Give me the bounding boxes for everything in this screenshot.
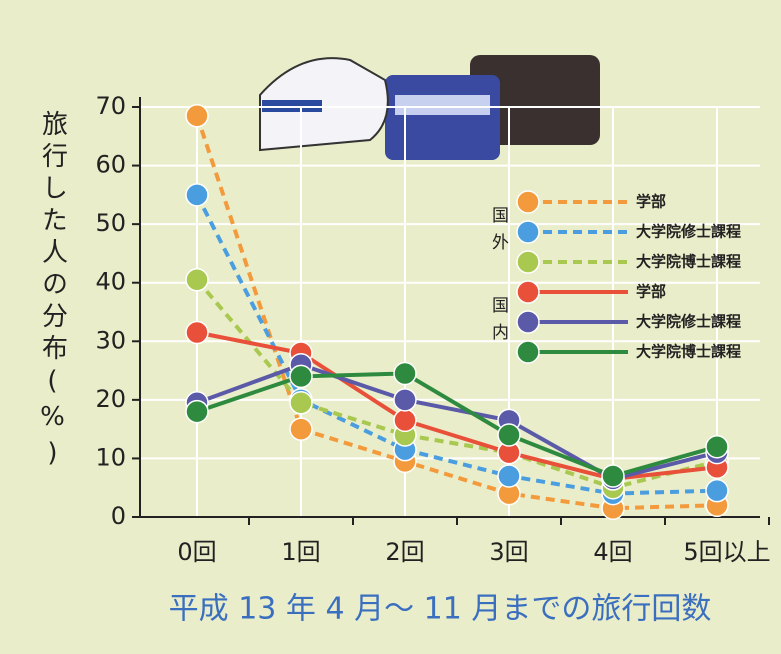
legend-swatch-marker <box>516 310 540 334</box>
y-tick-label: 70 <box>95 92 126 120</box>
series-line <box>195 193 718 496</box>
series-line <box>196 371 718 479</box>
data-point <box>185 268 209 292</box>
legend-swatch-marker <box>516 280 540 304</box>
y-tick-label: 60 <box>95 151 126 179</box>
data-point <box>393 361 417 386</box>
y-tick-label: 0 <box>111 502 126 530</box>
data-point <box>497 423 521 447</box>
data-point <box>289 417 313 441</box>
x-tick-label: 1回 <box>281 538 320 566</box>
legend-swatch-marker <box>516 250 540 274</box>
data-point <box>185 399 209 424</box>
series-line <box>196 330 718 481</box>
x-tick-label: 3回 <box>489 538 528 566</box>
y-tick-label: 20 <box>95 385 126 413</box>
x-tick-label: 5回以上 <box>683 538 770 566</box>
data-point <box>393 388 417 412</box>
data-point <box>601 464 625 488</box>
legend-label: 大学院博士課程 <box>636 253 741 271</box>
series-line <box>196 362 718 482</box>
x-tick-label: 2回 <box>385 538 424 566</box>
legend-group-label: 国内 <box>488 296 508 350</box>
data-point <box>497 464 521 488</box>
legend-label: 大学院修士課程 <box>636 223 741 241</box>
x-tick-label: 4回 <box>593 538 632 566</box>
series-line <box>195 115 718 511</box>
x-tick-label: 0回 <box>177 538 216 566</box>
legend-label: 大学院博士課程 <box>636 343 741 361</box>
y-tick-label: 50 <box>95 209 126 237</box>
y-tick-label: 40 <box>95 268 126 296</box>
data-point <box>185 320 209 345</box>
y-axis-label: 旅行した人の分布(%) <box>38 110 68 474</box>
data-point <box>185 183 209 207</box>
legend-swatch-marker <box>516 340 540 364</box>
data-point <box>705 478 729 503</box>
data-point <box>705 434 729 459</box>
legend-group-label: 国外 <box>488 206 509 260</box>
legend-label: 学部 <box>636 283 666 301</box>
series-line <box>195 278 718 490</box>
y-tick-label: 30 <box>95 326 126 354</box>
data-point <box>393 408 417 433</box>
legend-swatch-marker <box>516 190 540 214</box>
train-illustration <box>259 55 600 160</box>
data-point <box>289 391 313 415</box>
legend-label: 大学院修士課程 <box>636 313 741 331</box>
legend-swatch-marker <box>516 220 540 244</box>
data-point <box>289 364 313 389</box>
y-tick-label: 10 <box>95 443 126 471</box>
x-axis-label: 平成 13 年 4 月～ 11 月までの旅行回数 <box>169 592 712 627</box>
data-point <box>185 104 209 128</box>
legend-label: 学部 <box>636 193 666 211</box>
